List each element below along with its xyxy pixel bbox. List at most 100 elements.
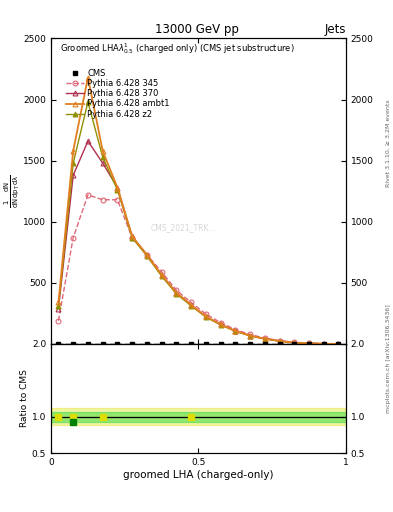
Pythia 6.428 345 [189,300,193,306]
CMS [159,341,164,347]
Pythia 6.428 z2 [263,336,267,342]
Pythia 6.428 345 [115,197,120,203]
Line: Pythia 6.428 370: Pythia 6.428 370 [56,139,341,346]
Pythia 6.428 ambt1 [218,322,223,328]
Pythia 6.428 ambt1 [292,339,297,346]
Text: mcplots.cern.ch [arXiv:1306.3436]: mcplots.cern.ch [arXiv:1306.3436] [386,304,391,413]
Pythia 6.428 370 [130,233,134,240]
Pythia 6.428 370 [71,172,75,178]
Bar [51,412,346,422]
Pythia 6.428 345 [174,287,179,293]
Pythia 6.428 z2 [115,187,120,193]
Pythia 6.428 z2 [204,314,208,320]
CMS [233,341,238,347]
Pythia 6.428 370 [100,160,105,166]
Y-axis label: Ratio to CMS: Ratio to CMS [20,370,29,428]
Pythia 6.428 345 [321,340,326,347]
Text: 13000 GeV pp: 13000 GeV pp [154,23,239,36]
Pythia 6.428 345 [130,234,134,241]
Pythia 6.428 ambt1 [115,184,120,190]
Y-axis label: $\mathregular{\frac{1}{\mathrm{d}N}\frac{\mathrm{d}N}{\mathrm{d}p_{\mathrm{T}}\,: $\mathregular{\frac{1}{\mathrm{d}N}\frac… [2,174,22,208]
Line: Pythia 6.428 z2: Pythia 6.428 z2 [56,99,341,346]
Pythia 6.428 345 [307,340,311,346]
Pythia 6.428 ambt1 [336,341,341,347]
Pythia 6.428 z2 [86,99,90,105]
Pythia 6.428 z2 [218,322,223,328]
Pythia 6.428 z2 [145,253,149,259]
Pythia 6.428 345 [277,337,282,344]
Pythia 6.428 z2 [174,291,179,297]
Pythia 6.428 370 [263,336,267,342]
Text: Groomed LHA$\lambda^{1}_{0.5}$ (charged only) (CMS jet substructure): Groomed LHA$\lambda^{1}_{0.5}$ (charged … [60,41,295,56]
Pythia 6.428 345 [159,269,164,275]
CMS [204,341,208,347]
Pythia 6.428 345 [336,341,341,347]
Pythia 6.428 z2 [56,303,61,309]
Pythia 6.428 370 [159,272,164,278]
Pythia 6.428 z2 [248,333,252,339]
Pythia 6.428 370 [145,252,149,258]
Line: Pythia 6.428 345: Pythia 6.428 345 [56,193,341,346]
Pythia 6.428 ambt1 [248,333,252,339]
Text: Rivet 3.1.10, ≥ 3.2M events: Rivet 3.1.10, ≥ 3.2M events [386,99,391,187]
Pythia 6.428 370 [248,333,252,339]
Pythia 6.428 ambt1 [307,340,311,347]
Bar [51,408,346,425]
CMS [218,341,223,347]
Pythia 6.428 370 [204,313,208,319]
Pythia 6.428 370 [292,339,297,346]
Pythia 6.428 345 [204,311,208,317]
CMS [321,341,326,347]
Pythia 6.428 345 [292,339,297,345]
Pythia 6.428 ambt1 [100,148,105,154]
CMS [263,341,267,347]
CMS [86,341,90,347]
CMS [277,341,282,347]
Pythia 6.428 370 [321,340,326,347]
Pythia 6.428 ambt1 [86,74,90,80]
CMS [189,341,193,347]
Pythia 6.428 ambt1 [159,272,164,278]
Pythia 6.428 345 [86,192,90,198]
Pythia 6.428 345 [56,317,61,324]
Pythia 6.428 345 [218,319,223,326]
CMS [248,341,252,347]
Pythia 6.428 ambt1 [277,338,282,344]
X-axis label: groomed LHA (charged-only): groomed LHA (charged-only) [123,470,274,480]
Pythia 6.428 ambt1 [233,328,238,334]
Legend: CMS, Pythia 6.428 345, Pythia 6.428 370, Pythia 6.428 ambt1, Pythia 6.428 z2: CMS, Pythia 6.428 345, Pythia 6.428 370,… [64,67,172,120]
Pythia 6.428 z2 [336,341,341,347]
CMS [336,341,341,347]
Pythia 6.428 370 [86,138,90,144]
CMS [71,341,75,347]
Pythia 6.428 z2 [130,234,134,241]
Pythia 6.428 370 [233,328,238,334]
Pythia 6.428 ambt1 [71,148,75,154]
CMS [307,341,311,347]
Pythia 6.428 345 [71,234,75,241]
Pythia 6.428 345 [145,252,149,258]
Pythia 6.428 z2 [159,273,164,279]
CMS [292,341,297,347]
Pythia 6.428 ambt1 [174,290,179,296]
Pythia 6.428 z2 [189,303,193,309]
Pythia 6.428 345 [233,327,238,333]
Text: Jets: Jets [324,23,346,36]
Pythia 6.428 z2 [233,328,238,334]
Pythia 6.428 370 [56,306,61,312]
Pythia 6.428 370 [277,338,282,344]
Pythia 6.428 ambt1 [321,340,326,347]
CMS [145,341,149,347]
CMS [174,341,179,347]
Pythia 6.428 z2 [321,340,326,347]
Pythia 6.428 z2 [292,339,297,346]
CMS [100,341,105,347]
Pythia 6.428 370 [115,184,120,190]
Pythia 6.428 370 [189,302,193,308]
CMS [56,341,61,347]
Line: Pythia 6.428 ambt1: Pythia 6.428 ambt1 [56,75,341,346]
Line: CMS: CMS [56,342,341,347]
Pythia 6.428 345 [263,335,267,341]
Pythia 6.428 ambt1 [263,336,267,342]
CMS [130,341,134,347]
